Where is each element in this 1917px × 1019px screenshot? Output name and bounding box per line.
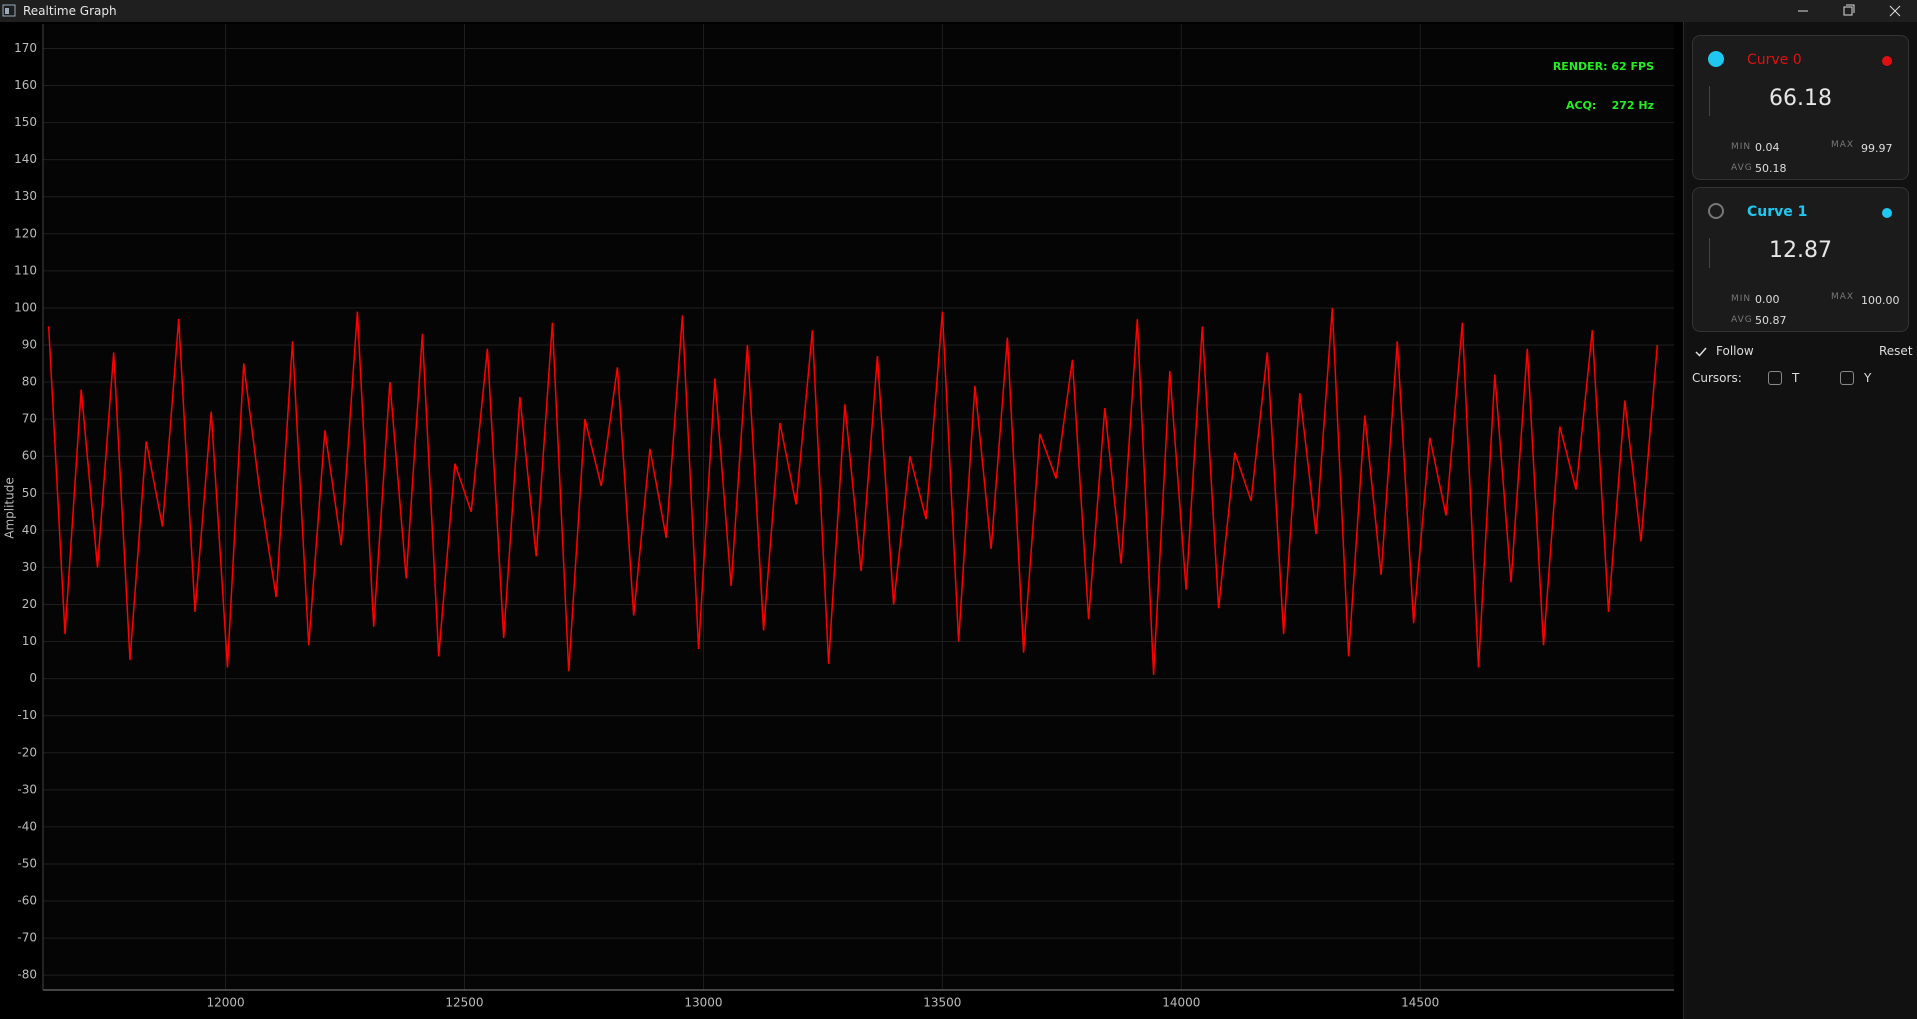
curve-color-dot <box>1882 56 1892 66</box>
restore-button[interactable] <box>1843 6 1853 16</box>
y-tick-label: 40 <box>22 523 37 537</box>
curve-value: 66.18 <box>1769 86 1832 111</box>
y-tick-label: 10 <box>22 634 37 648</box>
y-tick-label: 60 <box>22 449 37 463</box>
title-bar-icons <box>2 4 1901 17</box>
y-tick-label: 120 <box>14 226 37 240</box>
restore-button[interactable] <box>1846 4 1855 13</box>
x-tick-label: 12500 <box>445 996 483 1010</box>
y-tick-label: 50 <box>22 486 37 500</box>
y-tick-label: 170 <box>14 41 37 55</box>
max-value: 99.97 <box>1861 142 1893 155</box>
max-value: 100.00 <box>1861 294 1900 307</box>
max-label: MAX <box>1831 140 1855 150</box>
curve-card[interactable]: Curve 1 12.87 MIN 0.00 MAX 100.00 AVG 50… <box>1692 187 1909 332</box>
curve-toggle[interactable] <box>1708 51 1724 67</box>
y-tick-label: -10 <box>17 708 37 722</box>
y-tick-label: -50 <box>17 856 37 870</box>
cursor-y-label: Y <box>1864 371 1872 385</box>
curve-name: Curve 1 <box>1747 204 1808 220</box>
x-tick-label: 13000 <box>684 996 722 1010</box>
y-tick-label: -70 <box>17 931 37 945</box>
y-tick-label: 150 <box>14 115 37 129</box>
y-tick-label: -60 <box>17 894 37 908</box>
data-line <box>47 307 1659 675</box>
y-tick-label: 80 <box>22 375 37 389</box>
y-tick-label: -80 <box>17 968 37 982</box>
y-tick-label: 100 <box>14 300 37 314</box>
y-tick-label: 110 <box>14 263 37 277</box>
plot-area <box>43 24 1674 990</box>
cursor-t-label: T <box>1792 371 1800 385</box>
max-label: MAX <box>1831 292 1855 302</box>
avg-value: 50.18 <box>1755 162 1787 175</box>
x-tick-label: 13500 <box>923 996 961 1010</box>
min-value: 0.00 <box>1755 293 1780 306</box>
close-button[interactable] <box>1889 5 1901 17</box>
app-icon <box>2 4 16 17</box>
avg-label: AVG <box>1731 163 1753 173</box>
curve-toggle[interactable] <box>1708 203 1724 219</box>
y-tick-label: 20 <box>22 597 37 611</box>
chart: -80 -70 -60 -50 -40 -30 -20 -10 0 10 20 30 40 50 60 70 8… <box>3 24 1674 1010</box>
divider <box>1709 86 1710 116</box>
cursor-y-checkbox[interactable] <box>1840 371 1854 385</box>
min-label: MIN <box>1731 142 1752 152</box>
y-tick-label: 30 <box>22 560 37 574</box>
reset-button[interactable]: Reset <box>1879 344 1913 358</box>
x-tick-label: 14500 <box>1401 996 1439 1010</box>
curve-value: 12.87 <box>1769 238 1832 263</box>
follow-check[interactable] <box>1694 345 1708 359</box>
y-tick-label: 0 <box>29 671 37 685</box>
avg-value: 50.87 <box>1755 314 1787 327</box>
min-value: 0.04 <box>1755 141 1780 154</box>
y-tick-label: -40 <box>17 819 37 833</box>
acq-rate: ACQ: 272 Hz <box>1565 99 1654 112</box>
divider <box>1709 238 1710 268</box>
x-tick-label: 12000 <box>206 996 244 1010</box>
y-axis-label: Amplitude <box>3 477 17 539</box>
avg-label: AVG <box>1731 315 1753 325</box>
stats-overlay: RENDER: 62 FPS ACQ: 272 Hz <box>1553 34 1654 125</box>
y-tick-label: -20 <box>17 745 37 759</box>
min-label: MIN <box>1731 294 1752 304</box>
x-tick-label: 14000 <box>1162 996 1200 1010</box>
title-bar: Realtime Graph <box>0 0 1917 22</box>
app-icon <box>5 8 9 14</box>
window-title: Realtime Graph <box>23 4 117 18</box>
render-fps: RENDER: 62 FPS <box>1552 60 1654 73</box>
sidebar: Curve 0 66.18 MIN 0.04 MAX 99.97 AVG 50.… <box>1683 22 1917 1019</box>
y-tick-label: 140 <box>14 152 37 166</box>
curve-card[interactable]: Curve 0 66.18 MIN 0.04 MAX 99.97 AVG 50.… <box>1692 35 1909 180</box>
y-tick-label: 130 <box>14 189 37 203</box>
y-tick-label: 70 <box>22 412 37 426</box>
curve-name: Curve 0 <box>1747 52 1802 68</box>
y-tick-label: 90 <box>22 338 37 352</box>
y-tick-label: -30 <box>17 782 37 796</box>
curve-color-dot <box>1882 208 1892 218</box>
follow-label[interactable]: Follow <box>1716 344 1754 358</box>
cursors-label: Cursors: <box>1692 371 1742 385</box>
y-tick-label: 160 <box>14 78 37 92</box>
cursor-t-checkbox[interactable] <box>1768 371 1782 385</box>
